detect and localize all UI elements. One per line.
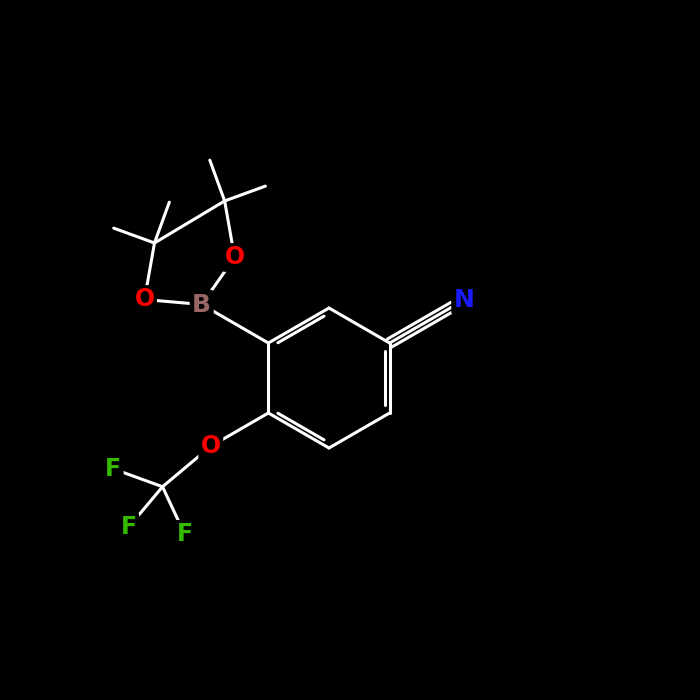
Text: B: B	[193, 293, 211, 316]
Text: O: O	[201, 434, 221, 458]
Text: F: F	[120, 515, 136, 539]
Text: F: F	[105, 457, 121, 481]
Text: F: F	[176, 522, 193, 546]
Text: N: N	[454, 288, 475, 312]
Text: O: O	[225, 246, 245, 270]
Text: O: O	[134, 288, 155, 312]
